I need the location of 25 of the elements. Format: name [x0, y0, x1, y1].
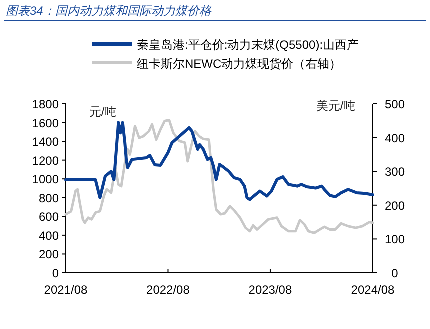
y-tick-label: 1400 [32, 135, 60, 150]
chart-title: 图表34：国内动力煤和国际动力煤价格 [6, 4, 212, 18]
y2-tick-label: 400 [384, 131, 406, 146]
y-tick-label: 1200 [32, 154, 60, 168]
y-tick-label: 600 [38, 210, 60, 224]
y-tick-label: 1800 [32, 98, 60, 112]
legend-label: 秦皇岛港:平仓价:动力末煤(Q5500):山西产 [137, 38, 360, 52]
y-tick-label: 400 [38, 228, 60, 243]
y2-tick-label: 0 [392, 266, 399, 280]
legend-label: 纽卡斯尔NEWC动力煤现货价（右轴） [137, 57, 342, 71]
y2-axis-title: 美元/吨 [316, 99, 356, 113]
y-tick-label: 200 [38, 248, 60, 262]
x-tick-label: 2021/08 [44, 283, 88, 297]
y2-tick-label: 300 [384, 165, 406, 180]
y-tick-label: 0 [52, 266, 60, 280]
y-tick-label: 1600 [32, 116, 60, 130]
y2-tick-label: 500 [384, 98, 406, 112]
y-tick-label: 800 [38, 191, 60, 206]
x-tick-label: 2022/08 [146, 283, 190, 297]
y2-tick-label: 200 [384, 198, 406, 213]
x-tick-label: 2024/08 [351, 283, 396, 297]
y-tick-label: 1000 [32, 172, 60, 187]
x-tick-label: 2023/08 [248, 283, 292, 297]
y-axis-title: 元/吨 [89, 105, 117, 119]
y2-tick-label: 100 [384, 232, 406, 247]
